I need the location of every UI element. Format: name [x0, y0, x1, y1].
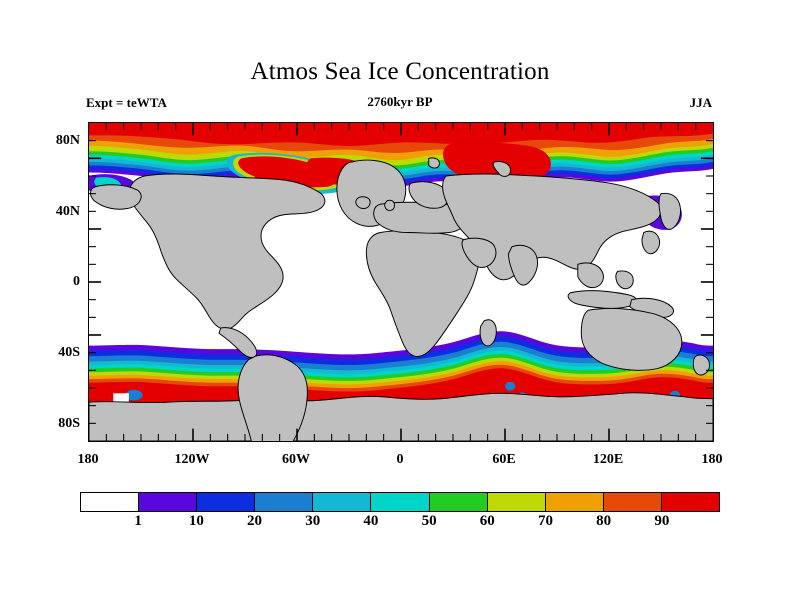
land-australia	[580, 307, 683, 371]
colorbar	[80, 492, 720, 512]
land-south-america	[237, 354, 308, 441]
land-north-america	[128, 173, 326, 330]
land-indochina	[577, 262, 604, 289]
y-ticks-left	[89, 140, 102, 424]
map-plot-area	[88, 122, 714, 442]
y-tick-label-40n: 40N	[55, 204, 80, 219]
colorbar-label-30: 30	[305, 513, 321, 529]
x-tick-label-180w: 180	[77, 452, 99, 467]
land-svalbard	[428, 157, 440, 169]
colorbar-segment-turquoise	[371, 493, 430, 511]
y-tick-label-80s: 80S	[58, 416, 80, 431]
colorbar-segment-orange	[545, 493, 604, 511]
land-new-zealand	[692, 354, 711, 376]
colorbar-label-40: 40	[363, 513, 379, 529]
y-tick-label-40s: 40S	[58, 345, 80, 360]
land-india	[507, 244, 539, 286]
axis-ticks	[89, 123, 713, 441]
figure-subtitle: 2760kyr BP	[367, 94, 433, 109]
land-novaya-zemlya	[492, 161, 511, 177]
land-japan	[641, 230, 661, 255]
y-tick-label-0: 0	[73, 274, 80, 289]
land-asia	[442, 173, 662, 281]
experiment-label: Expt = teWTA	[86, 95, 167, 110]
colorbar-labels: 1 10 20 30 40 50 60 70 80 90	[80, 513, 720, 533]
colorbar-label-60: 60	[479, 513, 495, 529]
seaice-polynya-5	[505, 381, 516, 391]
colorbar-segment-green	[429, 493, 488, 511]
seaice-polynya-1	[125, 389, 143, 401]
colorbar-segment-medium-blue	[255, 493, 314, 511]
colorbar-label-50: 50	[421, 513, 437, 529]
colorbar-label-70: 70	[537, 513, 553, 529]
colorbar-segments	[80, 492, 720, 512]
y-ticks-right	[700, 140, 713, 424]
page-title: Atmos Sea Ice Concentration	[250, 58, 550, 85]
land-uk	[384, 199, 395, 211]
x-tick-label-180e: 180	[701, 452, 723, 467]
land-alaska	[90, 184, 142, 210]
x-ticks-top	[105, 123, 697, 136]
colorbar-segment-blue	[197, 493, 256, 511]
colorbar-segment-white	[81, 493, 140, 511]
colorbar-label-10: 10	[188, 513, 204, 529]
land-masses	[89, 157, 713, 441]
x-tick-label-120w: 120W	[174, 452, 210, 467]
world-map	[89, 123, 713, 441]
colorbar-label-90: 90	[654, 513, 670, 529]
land-arabia	[461, 237, 497, 268]
land-philippines	[615, 270, 634, 290]
x-ticks-bottom	[105, 428, 697, 441]
land-kamchatka	[658, 192, 681, 230]
colorbar-label-80: 80	[596, 513, 612, 529]
colorbar-label-1: 1	[134, 513, 142, 529]
colorbar-segment-violet	[139, 493, 198, 511]
colorbar-segment-orange-red	[603, 493, 662, 511]
x-tick-label-120e: 120E	[592, 452, 624, 467]
land-iceland	[355, 196, 371, 209]
x-tick-label-60e: 60E	[492, 452, 516, 467]
colorbar-label-20: 20	[247, 513, 263, 529]
colorbar-segment-red	[661, 493, 720, 511]
colorbar-segment-light-blue	[313, 493, 372, 511]
x-tick-label-0: 0	[396, 452, 404, 467]
land-scandinavia	[408, 181, 449, 209]
y-tick-label-80n: 80N	[55, 133, 80, 148]
seaice-polynya-2	[113, 393, 129, 403]
x-tick-label-60w: 60W	[282, 452, 310, 467]
land-madagascar	[479, 319, 497, 347]
colorbar-segment-yellow-green	[487, 493, 546, 511]
season-label: JJA	[689, 95, 712, 110]
